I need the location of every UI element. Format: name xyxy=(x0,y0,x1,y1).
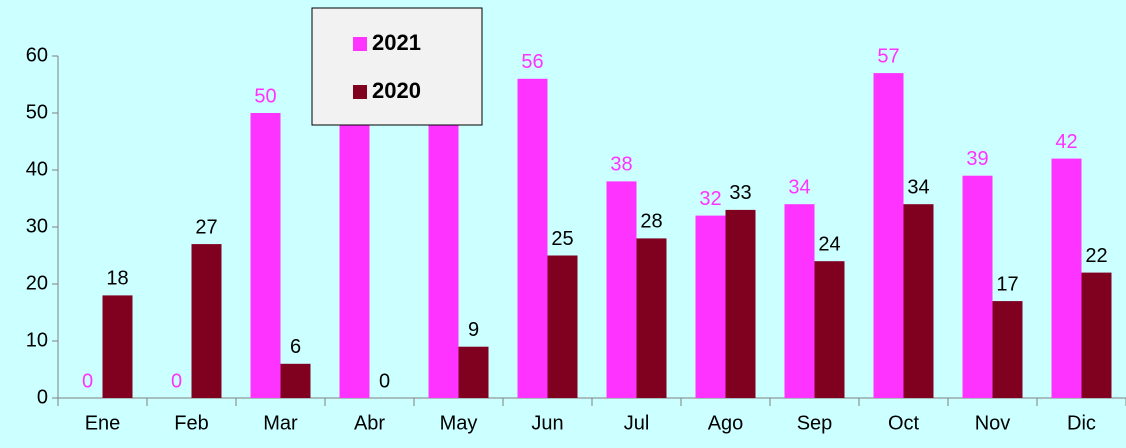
y-tick-label: 10 xyxy=(26,329,48,351)
bar xyxy=(695,215,726,398)
x-tick-label: Ago xyxy=(708,412,744,434)
bar xyxy=(1051,158,1082,398)
bar xyxy=(1081,272,1112,398)
data-label: 28 xyxy=(640,211,662,233)
data-label: 39 xyxy=(966,148,988,170)
bar xyxy=(903,204,934,398)
bar xyxy=(873,73,904,398)
x-tick-label: Dic xyxy=(1067,412,1096,434)
bar xyxy=(280,363,311,398)
data-label: 0 xyxy=(379,370,390,392)
y-tick-label: 60 xyxy=(26,44,48,66)
bar xyxy=(606,181,637,398)
data-label: 18 xyxy=(106,268,128,290)
y-tick-label: 50 xyxy=(26,101,48,123)
legend-swatch xyxy=(353,85,367,99)
data-label: 24 xyxy=(818,233,840,255)
bar xyxy=(992,301,1023,398)
y-tick-label: 40 xyxy=(26,158,48,180)
data-label: 57 xyxy=(877,45,899,67)
data-label: 0 xyxy=(82,370,93,392)
data-label: 56 xyxy=(521,51,543,73)
x-tick-label: Feb xyxy=(174,412,208,434)
data-label: 34 xyxy=(788,176,810,198)
bar xyxy=(784,204,815,398)
data-label: 32 xyxy=(699,188,721,210)
bar xyxy=(102,295,133,398)
x-tick-label: May xyxy=(440,412,478,434)
bar xyxy=(517,78,548,399)
data-label: 17 xyxy=(996,273,1018,295)
x-tick-label: Oct xyxy=(888,412,920,434)
data-label: 50 xyxy=(254,85,276,107)
bar xyxy=(814,261,845,398)
bar xyxy=(191,244,222,398)
bar xyxy=(458,346,489,398)
bar xyxy=(725,209,756,398)
bar xyxy=(636,238,667,398)
legend-swatch xyxy=(353,37,367,51)
data-label: 6 xyxy=(290,336,301,358)
legend-box xyxy=(311,7,483,126)
bar xyxy=(428,101,459,398)
data-label: 33 xyxy=(729,182,751,204)
y-tick-label: 30 xyxy=(26,215,48,237)
x-tick-label: Jun xyxy=(531,412,563,434)
data-label: 34 xyxy=(907,176,929,198)
y-tick-label: 20 xyxy=(26,272,48,294)
x-tick-label: Abr xyxy=(354,412,385,434)
data-label: 9 xyxy=(468,319,479,341)
data-label: 0 xyxy=(171,370,182,392)
bar xyxy=(547,255,578,398)
y-tick-label: 0 xyxy=(37,386,48,408)
bar xyxy=(339,84,370,398)
x-tick-label: Mar xyxy=(263,412,298,434)
x-tick-label: Ene xyxy=(85,412,121,434)
legend-label: 2020 xyxy=(372,78,421,103)
data-label: 27 xyxy=(195,216,217,238)
x-tick-label: Nov xyxy=(975,412,1011,434)
x-tick-label: Jul xyxy=(624,412,650,434)
data-label: 25 xyxy=(551,228,573,250)
data-label: 22 xyxy=(1085,245,1107,267)
bar xyxy=(962,175,993,398)
data-label: 38 xyxy=(610,154,632,176)
bar xyxy=(250,113,281,398)
legend-label: 2021 xyxy=(372,30,421,55)
x-tick-label: Sep xyxy=(797,412,833,434)
data-label: 42 xyxy=(1055,131,1077,153)
